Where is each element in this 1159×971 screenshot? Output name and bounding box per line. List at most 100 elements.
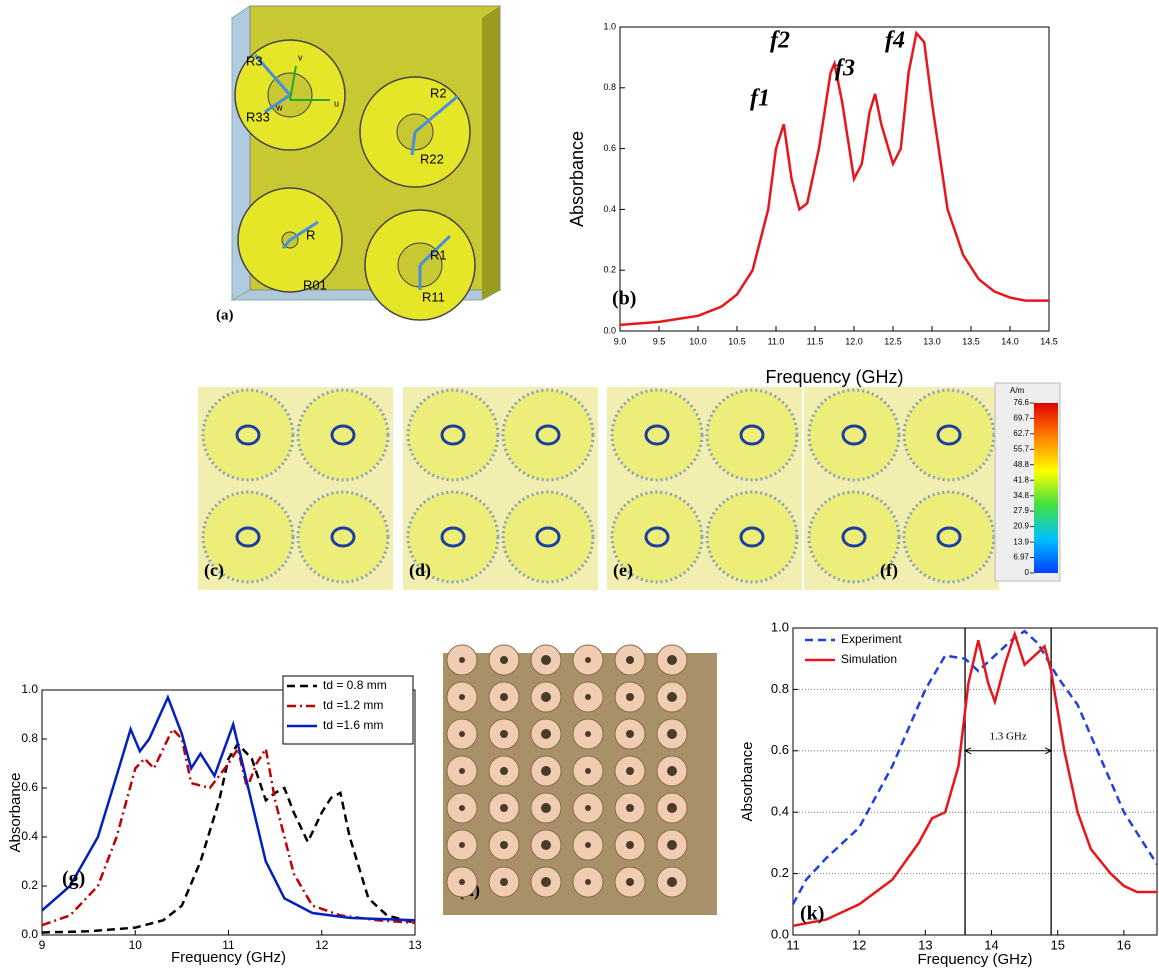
panel-label: (d) (409, 560, 431, 581)
colorbar-tick-label: 13.9 (1013, 537, 1029, 546)
map-disc (298, 492, 388, 582)
label: R22 (420, 151, 444, 166)
y-tick-label: 0.6 (603, 143, 616, 153)
y-tick-label: 0.4 (603, 204, 616, 214)
x-axis-label: Frequency (GHz) (171, 949, 286, 966)
photo-hole (541, 803, 551, 813)
x-tick-label: 12 (852, 937, 866, 952)
data-line (793, 634, 1157, 926)
photo-hole (541, 729, 551, 739)
map-disc (707, 390, 797, 480)
photo-hole (667, 877, 677, 887)
photo-hole (585, 768, 591, 774)
colorbar-tick-label: 6.97 (1013, 553, 1029, 562)
colorbar-tick-label: 55.7 (1013, 444, 1029, 453)
photo-hole (541, 840, 551, 850)
photo-hole (667, 729, 677, 739)
x-tick-label: 9 (39, 938, 46, 952)
label: R2 (430, 85, 447, 100)
photo-hole (585, 842, 591, 848)
photo-hole (500, 841, 508, 849)
photo-hole (667, 692, 677, 702)
y-axis-label: Absorbance (739, 741, 756, 821)
photo-hole (459, 768, 465, 774)
photo-hole (459, 694, 465, 700)
photo-hole (500, 656, 508, 664)
peak-label: f3 (835, 56, 855, 82)
photo-hole (541, 877, 551, 887)
photo-hole (541, 766, 551, 776)
x-tick-label: 15 (1050, 937, 1064, 952)
y-tick-label: 1.0 (21, 682, 38, 696)
colorbar (1034, 403, 1058, 573)
map-disc (298, 390, 388, 480)
x-tick-label: 14.5 (1040, 336, 1058, 346)
x-tick-label: 13.5 (962, 336, 980, 346)
peak-label: f4 (885, 28, 905, 54)
x-tick-label: 10.0 (689, 336, 707, 346)
photo-hole (500, 878, 508, 886)
photo-hole (500, 804, 508, 812)
map-disc (809, 390, 899, 480)
x-tick-label: 11.5 (807, 336, 824, 346)
y-tick-label: 0.0 (603, 325, 616, 335)
colorbar-tick-label: 41.8 (1013, 475, 1029, 484)
label: R1 (430, 247, 447, 262)
map-disc (707, 492, 797, 582)
panel-label: (a) (216, 307, 234, 323)
photo-hole (667, 766, 677, 776)
photo-hole (585, 657, 591, 663)
label: R01 (303, 277, 327, 292)
y-axis-label: Absorbance (567, 131, 587, 227)
panel-label: (k) (800, 903, 824, 925)
legend-label: td =1.6 mm (323, 718, 383, 732)
span-label: 1.3 GHz (989, 730, 1026, 742)
photo-hole (626, 841, 634, 849)
x-tick-label: 9.5 (653, 336, 666, 346)
photo: (h) (443, 645, 717, 915)
x-tick-label: 14.0 (1001, 336, 1019, 346)
page: {"diagram_a":{"labels":["R3","R33","R2",… (0, 0, 1159, 971)
photo-hole (585, 731, 591, 737)
panel-label: (e) (613, 560, 633, 581)
label: R11 (422, 289, 445, 304)
colorbar-tick-label: 48.8 (1013, 460, 1029, 469)
y-tick-label: 1.0 (603, 21, 616, 31)
photo-hole (667, 840, 677, 850)
box-edge (482, 6, 500, 300)
y-tick-label: 0.8 (771, 681, 789, 696)
colorbar-unit: A/m (1010, 386, 1025, 395)
photo-hole (626, 730, 634, 738)
legend-label: td =1.2 mm (323, 698, 383, 712)
photo-hole (459, 879, 465, 885)
colorbar-tick-label: 76.6 (1013, 398, 1029, 407)
photo-hole (626, 804, 634, 812)
colorbar-tick-label: 0 (1025, 568, 1030, 577)
colorbar-tick-label: 20.9 (1013, 522, 1029, 531)
figure: R3 R33 R2 R22 R R01 R1 R11 v u w (a) (c)… (0, 0, 1159, 971)
label: w (275, 102, 283, 112)
plot-frame (793, 628, 1157, 935)
y-tick-label: 1.0 (771, 619, 789, 634)
x-tick-label: 11.0 (768, 336, 785, 346)
y-tick-label: 0.4 (771, 804, 789, 819)
map-disc (612, 390, 702, 480)
photo-hole (541, 692, 551, 702)
map-disc (904, 492, 994, 582)
label: u (334, 98, 339, 108)
x-tick-label: 10.5 (728, 336, 746, 346)
y-tick-label: 0.2 (21, 878, 38, 892)
y-tick-label: 0.0 (21, 927, 38, 941)
photo-hole (500, 767, 508, 775)
x-axis-label: Frequency (GHz) (765, 367, 903, 387)
x-tick-label: 12.5 (884, 336, 902, 346)
panel-label: (f) (880, 560, 898, 581)
panel-label: (c) (204, 560, 224, 581)
map-disc (503, 492, 593, 582)
x-tick-label: 10 (129, 938, 143, 952)
x-tick-label: 12.0 (845, 336, 863, 346)
y-axis-label: Absorbance (7, 772, 24, 852)
x-tick-label: 12 (315, 938, 329, 952)
